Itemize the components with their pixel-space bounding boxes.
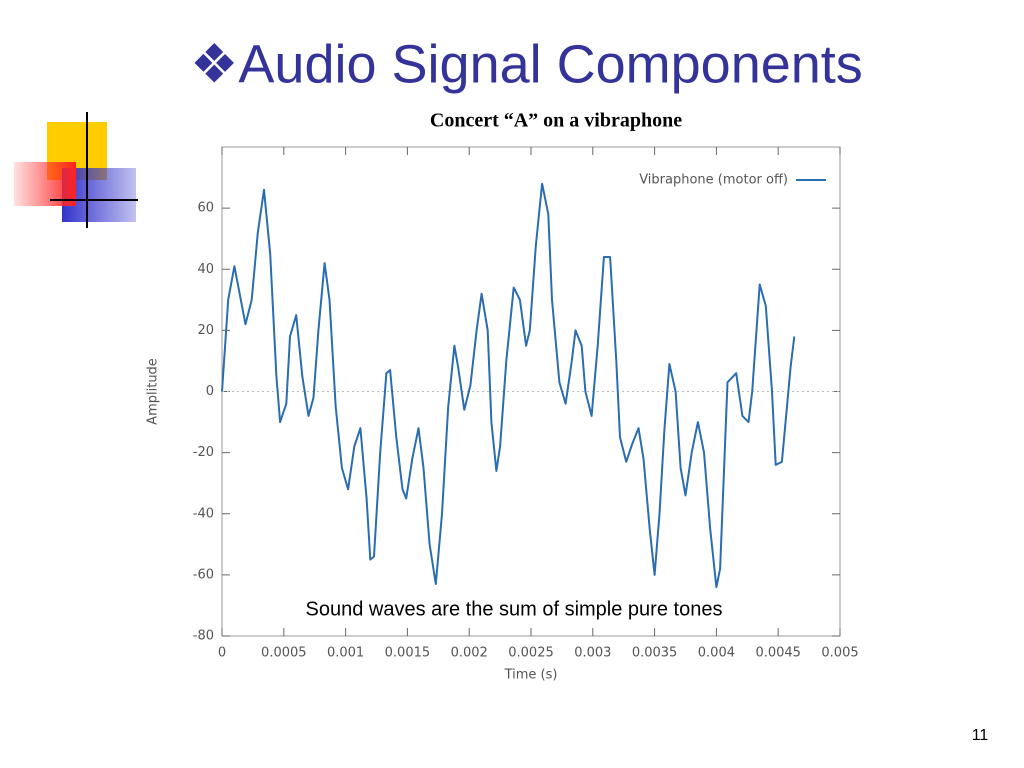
y-axis-label: Amplitude: [146, 358, 161, 425]
x-tick-label: 0.001: [327, 646, 364, 661]
data-line: [221, 182, 796, 589]
y-tick-label: 40: [197, 262, 214, 277]
y-tick-label: -20: [193, 445, 214, 460]
x-tick-label: 0.002: [451, 646, 488, 661]
y-tick-label: -60: [193, 567, 214, 582]
page-number: 11: [972, 727, 989, 744]
slide-title: ❖Audio Signal Components: [190, 34, 863, 94]
y-tick-label: 20: [197, 323, 214, 338]
y-tick-label: -80: [193, 629, 214, 644]
x-tick-label: 0.0015: [385, 646, 431, 661]
x-tick-label: 0.005: [821, 646, 858, 661]
legend-label: Vibraphone (motor off): [639, 173, 788, 188]
decoration: [14, 112, 138, 228]
x-tick-label: 0.0045: [755, 646, 801, 661]
x-tick-label: 0.0035: [632, 646, 678, 661]
x-tick-label: 0: [218, 646, 226, 661]
x-tick-label: 0.0005: [261, 646, 307, 661]
x-tick-label: 0.003: [574, 646, 611, 661]
chart-title: Concert “A” on a vibraphone: [430, 110, 682, 132]
annotation: Sound waves are the sum of simple pure t…: [306, 598, 723, 620]
x-tick-label: 0.004: [698, 646, 735, 661]
x-tick-label: 0.0025: [508, 646, 554, 661]
y-tick-label: 60: [197, 201, 214, 216]
y-tick-label: 0: [206, 384, 214, 399]
x-axis-label: Time (s): [504, 668, 558, 683]
y-tick-label: -40: [193, 506, 214, 521]
